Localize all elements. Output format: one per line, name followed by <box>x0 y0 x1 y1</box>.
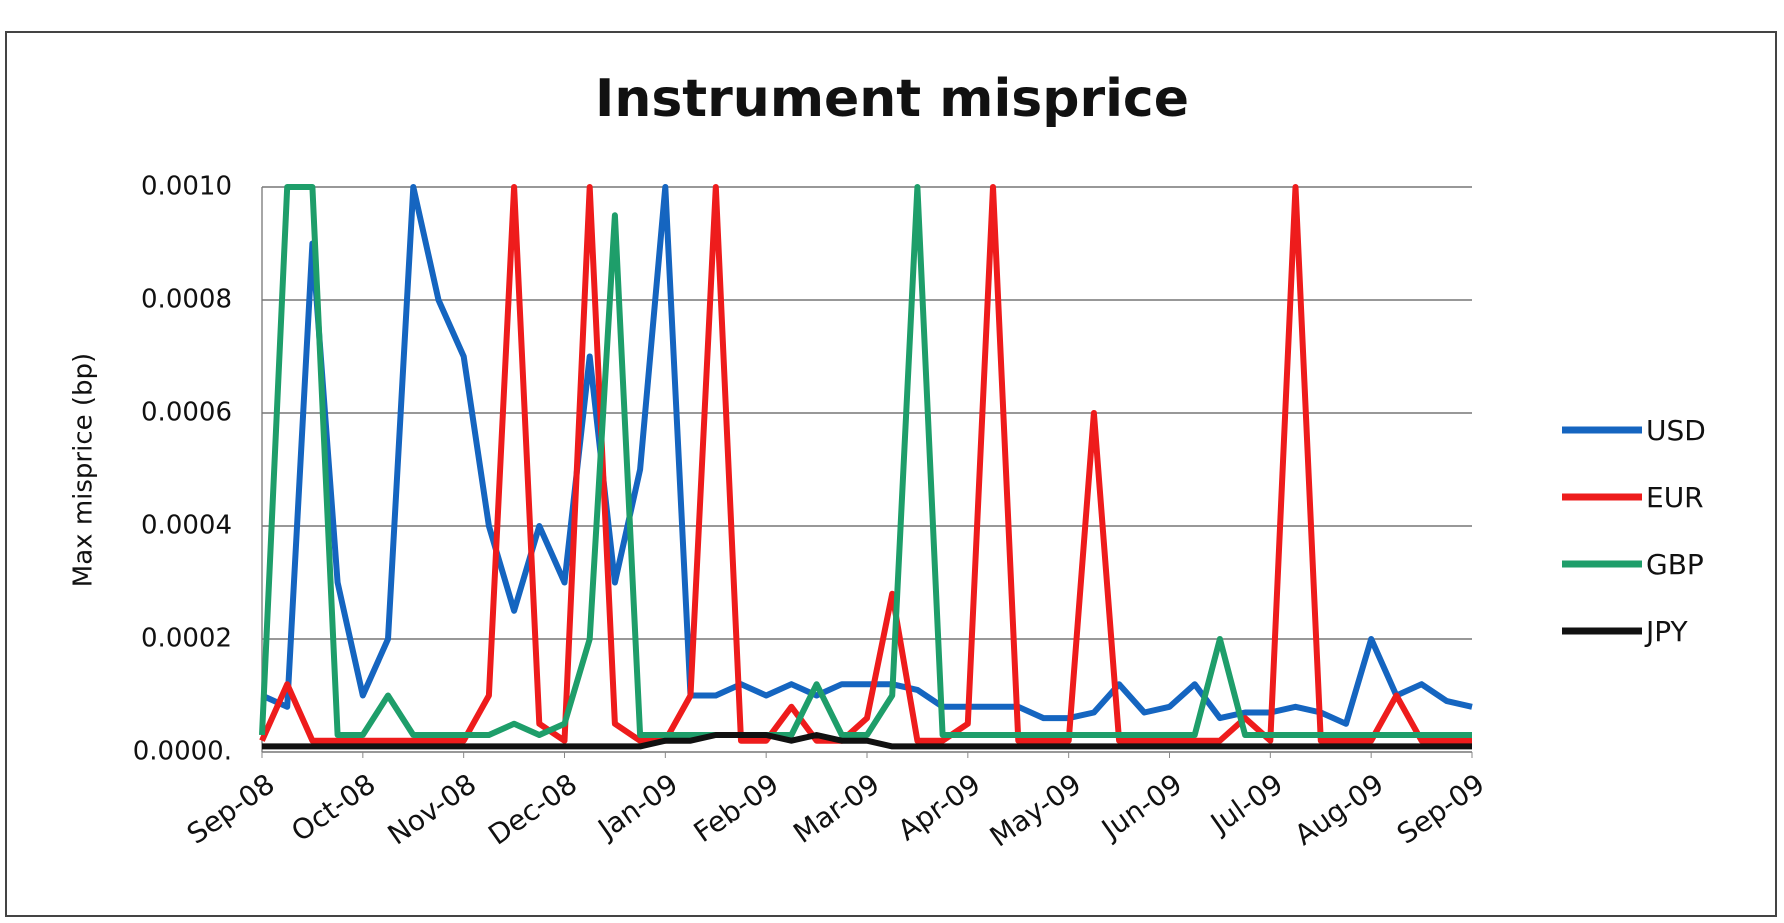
legend-label: EUR <box>1646 481 1704 514</box>
series-line <box>259 184 1472 744</box>
y-tick-label: 0.0002 <box>141 624 232 654</box>
y-tick-label: 0.0006 <box>141 398 232 428</box>
legend-label: USD <box>1646 414 1706 447</box>
chart-title: Instrument misprice <box>595 69 1189 129</box>
y-tick-label: 0.0000. <box>133 737 232 767</box>
y-axis-label: Max misprice (bp) <box>69 353 99 587</box>
legend-label: JPY <box>1644 615 1689 648</box>
y-tick-label: 0.0010 <box>141 172 232 202</box>
legend-label: GBP <box>1646 548 1704 581</box>
y-tick-label: 0.0004 <box>141 511 232 541</box>
series-line <box>262 732 1472 750</box>
series-line <box>259 184 1472 738</box>
y-tick-label: 0.0008 <box>141 285 232 315</box>
